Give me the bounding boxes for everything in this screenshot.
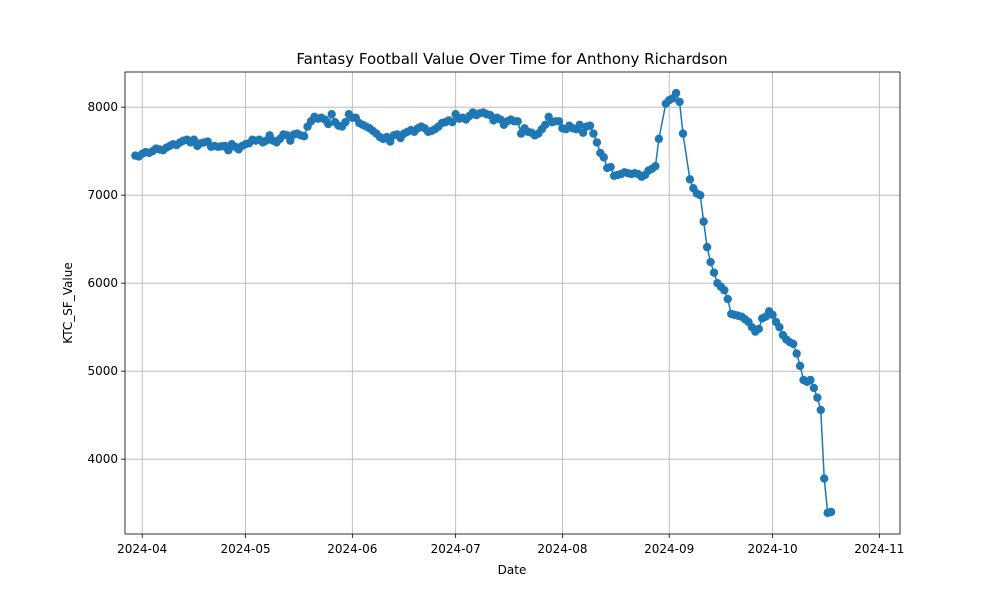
data-point xyxy=(768,310,777,320)
data-point xyxy=(702,242,712,252)
data-point xyxy=(809,383,819,393)
x-tick-label: 2024-07 xyxy=(431,542,481,556)
x-tick-label: 2024-09 xyxy=(644,542,694,556)
data-point xyxy=(820,474,829,483)
data-point xyxy=(685,175,695,184)
data-point xyxy=(675,97,684,107)
grid xyxy=(125,72,900,534)
data-point xyxy=(795,361,805,371)
data-point xyxy=(651,161,660,171)
data-point xyxy=(792,349,801,358)
y-tick-label: 6000 xyxy=(87,276,118,290)
data-point xyxy=(324,119,333,129)
data-point xyxy=(592,138,602,147)
data-point xyxy=(671,88,681,98)
data-point xyxy=(341,117,350,127)
data-point xyxy=(575,120,584,129)
plot-frame xyxy=(124,71,901,535)
data-point xyxy=(678,129,688,138)
data-point xyxy=(816,405,825,415)
data-point xyxy=(606,162,615,172)
data-point xyxy=(541,120,550,129)
data-point xyxy=(826,507,836,517)
y-tick-label: 5000 xyxy=(87,364,118,378)
y-axis-label: KTC_SF_Value xyxy=(61,262,75,343)
x-axis: 2024-04 2024-05 2024-06 2024-07 2024-08 2024-… xyxy=(117,534,904,556)
data-point xyxy=(299,132,309,141)
data-point xyxy=(585,121,595,130)
data-point xyxy=(720,286,729,295)
data-point xyxy=(578,128,588,137)
data-point xyxy=(706,257,715,267)
data-point xyxy=(513,117,522,126)
x-tick-label: 2024-06 xyxy=(327,542,377,556)
data-point xyxy=(789,339,798,349)
y-tick-label: 7000 xyxy=(87,188,118,202)
data-point xyxy=(806,375,815,385)
y-tick-label: 4000 xyxy=(87,452,118,466)
data-point xyxy=(723,294,732,304)
data-point xyxy=(589,129,598,138)
data-point xyxy=(554,117,564,126)
y-axis: 4000 5000 6000 7000 8000 xyxy=(87,100,125,466)
y-tick-label: 8000 xyxy=(87,100,118,114)
data-point xyxy=(654,134,664,144)
x-tick-label: 2024-05 xyxy=(220,542,270,556)
data-point xyxy=(224,146,233,155)
data-point xyxy=(754,324,763,334)
data-point xyxy=(709,268,719,277)
data-point xyxy=(813,393,822,402)
data-point xyxy=(599,153,608,162)
data-point xyxy=(286,136,295,145)
x-tick-label: 2024-10 xyxy=(747,542,797,556)
data-point xyxy=(189,135,199,144)
chart-title: Fantasy Football Value Over Time for Ant… xyxy=(296,50,727,68)
x-tick-label: 2024-04 xyxy=(117,542,167,556)
series-kc-sf-value xyxy=(131,88,836,518)
x-axis-label: Date xyxy=(498,563,527,577)
data-point xyxy=(699,217,708,226)
data-point xyxy=(696,191,705,200)
data-point xyxy=(775,323,784,332)
x-tick-label: 2024-08 xyxy=(537,542,587,556)
data-point xyxy=(327,110,336,119)
data-point xyxy=(448,117,457,127)
x-tick-label: 2024-11 xyxy=(854,542,904,556)
data-point xyxy=(386,137,395,146)
